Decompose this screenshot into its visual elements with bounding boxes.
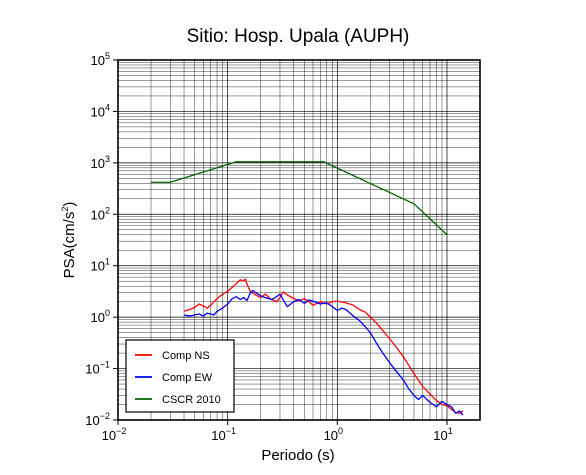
x-tick-labels: 10−2 10−1 100 101 — [102, 420, 453, 443]
series-layer — [151, 161, 464, 416]
legend-box — [125, 339, 235, 413]
chart-title: Sitio: Hosp. Upala (AUPH) — [187, 26, 410, 47]
y-tick-label: 10−1 — [85, 360, 110, 377]
series-line-2 — [183, 289, 464, 416]
y-tick-labels: 10−2 10−1 100 101 102 103 104 105 — [85, 51, 118, 428]
x-tick-label: 10−1 — [211, 426, 236, 443]
y-tick-label: 103 — [91, 154, 110, 171]
y-tick-label: 10−2 — [85, 411, 110, 428]
legend-label: CSCR 2010 — [162, 394, 221, 406]
legend-label: Comp NS — [162, 350, 210, 362]
legend: Comp NS Comp EW CSCR 2010 — [125, 339, 235, 413]
series-line-3 — [151, 161, 448, 236]
plot-frame — [117, 59, 481, 421]
y-tick-label: 104 — [91, 102, 110, 119]
x-tick-label: 101 — [433, 426, 452, 443]
y-tick-label: 105 — [91, 51, 110, 68]
y-tick-label: 101 — [91, 257, 110, 274]
y-axis-label: PSA(cm/s2) — [60, 202, 78, 279]
series-line-1 — [183, 278, 464, 414]
grid-lines — [117, 59, 481, 421]
x-tick-label: 10−2 — [102, 426, 127, 443]
y-tick-label: 100 — [91, 308, 110, 325]
x-axis-label: Periodo (s) — [261, 447, 334, 464]
y-tick-label: 102 — [91, 205, 110, 222]
legend-label: Comp EW — [162, 372, 213, 384]
x-tick-label: 100 — [324, 426, 343, 443]
